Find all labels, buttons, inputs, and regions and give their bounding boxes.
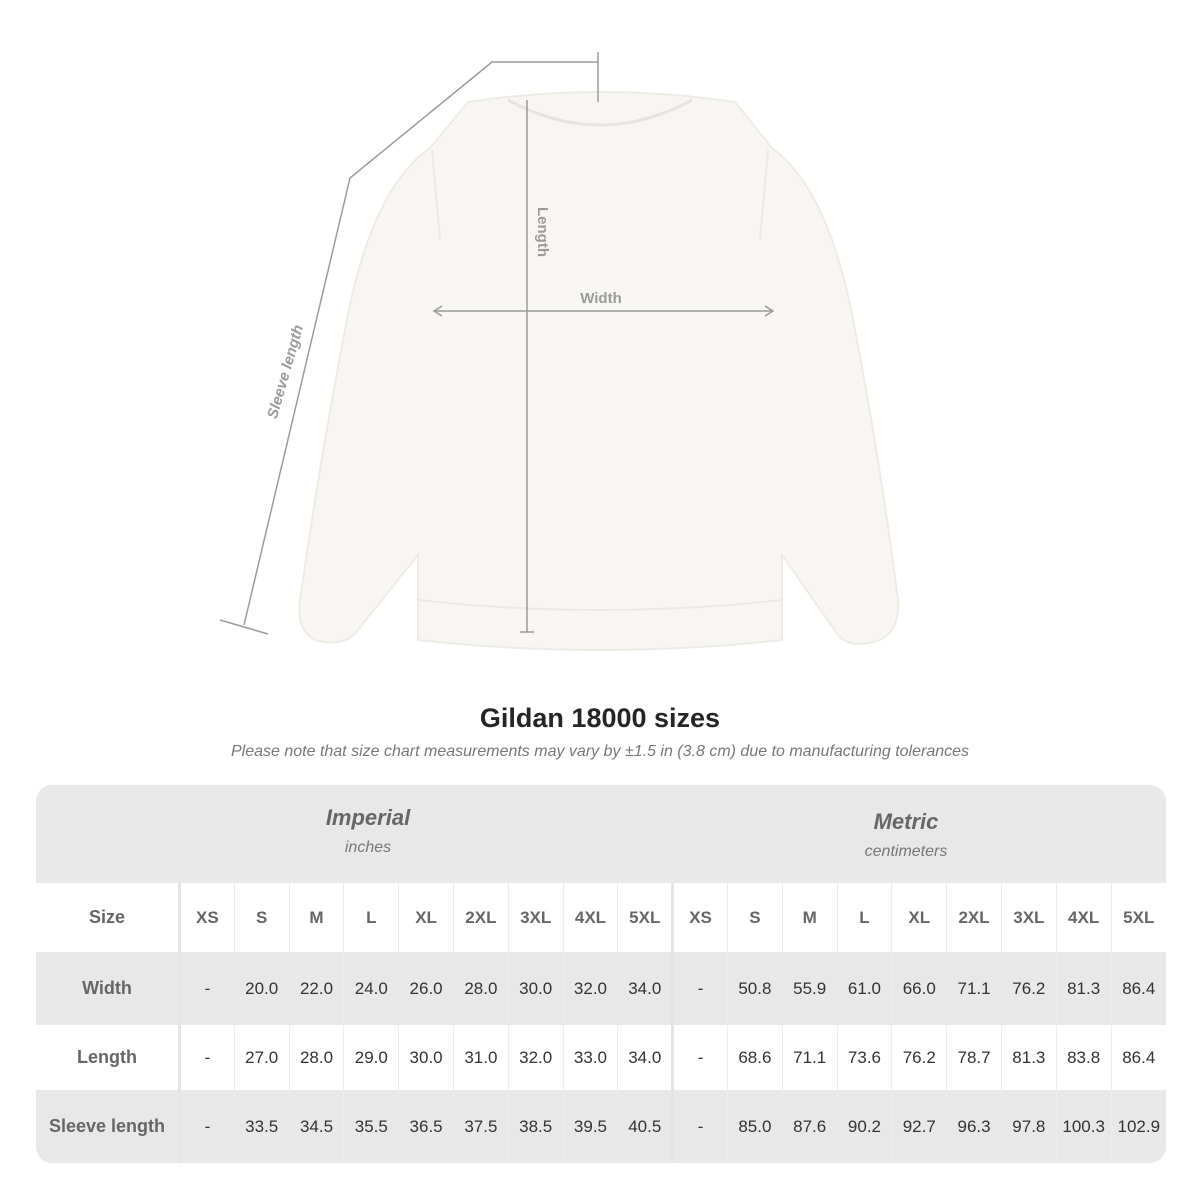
metric-title: Metric <box>873 809 939 834</box>
imperial-value: 27.0 <box>233 1025 290 1090</box>
imperial-value: 35.5 <box>343 1090 399 1163</box>
metric-size-header: 2XL <box>946 883 1002 952</box>
metric-value: 92.7 <box>891 1090 947 1163</box>
imperial-value: 34.0 <box>617 1025 673 1090</box>
sweatshirt-diagram: Length Width Sleeve length <box>219 52 900 651</box>
imperial-size-header: 2XL <box>452 883 509 952</box>
metric-size-header: M <box>781 883 838 952</box>
metric-value: 81.3 <box>1055 952 1112 1025</box>
size-header-label: Size <box>36 883 181 952</box>
metric-value: 76.2 <box>1000 952 1057 1025</box>
metric-value: 55.9 <box>781 952 838 1025</box>
size-chart-table: Imperial inches Metric centimeters Size X… <box>36 785 1166 1163</box>
imperial-value: 34.0 <box>617 952 673 1025</box>
imperial-value: 40.5 <box>617 1090 673 1163</box>
imperial-value: 36.5 <box>398 1090 454 1163</box>
row-label: Length <box>36 1025 181 1090</box>
metric-value: 50.8 <box>726 952 783 1025</box>
metric-size-header: L <box>836 883 892 952</box>
table-row: Width -20.0 22.0 24.0 26.0 28.0 30.0 32.0 34.0-5… <box>36 952 1166 1025</box>
imperial-value: 37.5 <box>452 1090 509 1163</box>
imperial-unit: inches <box>344 839 392 856</box>
metric-header: Metric centimeters <box>716 809 1096 861</box>
imperial-value: - <box>179 952 235 1025</box>
imperial-value: 30.0 <box>398 1025 454 1090</box>
metric-value: 86.4 <box>1110 1025 1166 1090</box>
sweatshirt-image <box>298 91 900 651</box>
imperial-size-header: 3XL <box>507 883 564 952</box>
size-table: Size XS S M L XL 2XL 3XL 4XL 5XL XS S M L XL 2XL 3XL 4XL 5… <box>36 883 1166 1163</box>
metric-value: 100.3 <box>1055 1090 1112 1163</box>
imperial-value: 32.0 <box>507 1025 564 1090</box>
metric-value: - <box>671 952 728 1025</box>
imperial-size-header: XL <box>398 883 454 952</box>
width-label: Width <box>580 290 622 307</box>
metric-value: 90.2 <box>836 1090 892 1163</box>
page-title: Gildan 18000 sizes <box>479 703 721 733</box>
metric-value: 85.0 <box>726 1090 783 1163</box>
row-label: Width <box>36 952 181 1025</box>
imperial-size-header: L <box>343 883 399 952</box>
imperial-size-header: S <box>233 883 290 952</box>
metric-value: 68.6 <box>726 1025 783 1090</box>
table-row: Length -27.0 28.0 29.0 30.0 31.0 32.0 33.0 34.0-… <box>36 1025 1166 1090</box>
metric-value: 81.3 <box>1000 1025 1057 1090</box>
imperial-value: 22.0 <box>288 952 344 1025</box>
metric-value: 71.1 <box>781 1025 838 1090</box>
metric-size-header: 3XL <box>1000 883 1057 952</box>
sleeve-line <box>243 61 598 626</box>
metric-size-header: 4XL <box>1055 883 1112 952</box>
imperial-value: 32.0 <box>562 952 618 1025</box>
metric-value: 76.2 <box>891 1025 947 1090</box>
imperial-value: 24.0 <box>343 952 399 1025</box>
metric-value: 97.8 <box>1000 1090 1057 1163</box>
imperial-header: Imperial inches <box>178 805 558 857</box>
imperial-value: 33.0 <box>562 1025 618 1090</box>
metric-size-header: S <box>726 883 783 952</box>
metric-value: 86.4 <box>1110 952 1166 1025</box>
row-label: Sleeve length <box>36 1090 181 1163</box>
imperial-size-header: 5XL <box>617 883 673 952</box>
imperial-value: 38.5 <box>507 1090 564 1163</box>
imperial-size-header: M <box>288 883 344 952</box>
imperial-value: 31.0 <box>452 1025 509 1090</box>
header-row: Size XS S M L XL 2XL 3XL 4XL 5XL XS S M L XL 2XL 3XL 4XL 5… <box>36 883 1166 952</box>
tolerance-note: Please note that size chart measurements… <box>230 743 970 760</box>
metric-value: - <box>671 1025 728 1090</box>
metric-size-header: XL <box>891 883 947 952</box>
sleeve-length-label: Sleeve length <box>264 323 307 421</box>
imperial-size-header: 4XL <box>562 883 618 952</box>
metric-value: 61.0 <box>836 952 892 1025</box>
imperial-value: 29.0 <box>343 1025 399 1090</box>
imperial-title: Imperial <box>325 805 411 830</box>
imperial-value: 34.5 <box>288 1090 344 1163</box>
metric-value: 87.6 <box>781 1090 838 1163</box>
metric-size-header: XS <box>671 883 728 952</box>
length-label: Length <box>534 207 551 257</box>
metric-value: 83.8 <box>1055 1025 1112 1090</box>
table-row: Sleeve length -33.5 34.5 35.5 36.5 37.5 38.5 39… <box>36 1090 1166 1163</box>
metric-value: 78.7 <box>946 1025 1002 1090</box>
metric-value: - <box>671 1090 728 1163</box>
imperial-value: 39.5 <box>562 1090 618 1163</box>
metric-value: 96.3 <box>946 1090 1002 1163</box>
imperial-value: - <box>179 1025 235 1090</box>
imperial-value: 28.0 <box>452 952 509 1025</box>
metric-value: 71.1 <box>946 952 1002 1025</box>
metric-value: 102.9 <box>1110 1090 1166 1163</box>
metric-size-header: 5XL <box>1110 883 1166 952</box>
metric-value: 73.6 <box>836 1025 892 1090</box>
imperial-value: 26.0 <box>398 952 454 1025</box>
metric-unit: centimeters <box>864 843 948 860</box>
imperial-value: - <box>179 1090 235 1163</box>
imperial-value: 30.0 <box>507 952 564 1025</box>
imperial-value: 33.5 <box>233 1090 290 1163</box>
imperial-size-header: XS <box>179 883 235 952</box>
imperial-value: 20.0 <box>233 952 290 1025</box>
table-header-band <box>36 785 1166 883</box>
metric-value: 66.0 <box>891 952 947 1025</box>
imperial-value: 28.0 <box>288 1025 344 1090</box>
